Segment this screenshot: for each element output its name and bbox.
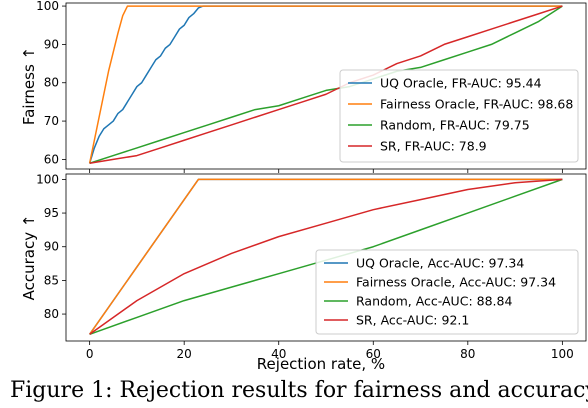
legend-entry: Fairness Oracle, FR-AUC: 98.68 xyxy=(380,97,573,112)
figure: 60 70 80 90 100 Fairness ↑ UQ Oracle, FR-AUC: … xyxy=(20,0,587,373)
x-tick-label: 0 xyxy=(86,347,94,361)
series-line-0 xyxy=(88,5,563,164)
y-tick-label: 90 xyxy=(44,240,59,254)
x-tick-label: 40 xyxy=(271,347,286,361)
y-axis-label: Accuracy ↑ xyxy=(20,215,38,301)
legend-entry: Random, Acc-AUC: 88.84 xyxy=(356,294,512,309)
y-tick-label: 100 xyxy=(36,172,59,186)
y-tick-label: 100 xyxy=(36,0,59,13)
x-tick-label: 60 xyxy=(366,347,381,361)
series-line-1 xyxy=(89,178,563,335)
x-tick-label: 80 xyxy=(460,347,475,361)
fairness-panel: 60 70 80 90 100 Fairness ↑ UQ Oracle, FR-AUC: … xyxy=(20,0,587,173)
legend-box xyxy=(339,69,579,163)
figure-caption: Figure 1: Rejection results for fairness… xyxy=(10,378,588,403)
legend-entry: Fairness Oracle, Acc-AUC: 97.34 xyxy=(356,275,556,290)
y-tick-label: 70 xyxy=(44,114,59,128)
y-tick-label: 80 xyxy=(44,76,59,90)
legend: UQ Oracle, Acc-AUC: 97.34 Fairness Oracle… xyxy=(315,249,579,335)
legend-entry: UQ Oracle, FR-AUC: 95.44 xyxy=(380,76,542,91)
y-tick-label: 60 xyxy=(44,152,59,166)
legend-entry: SR, FR-AUC: 78.9 xyxy=(380,139,487,154)
y-tick-label: 85 xyxy=(44,273,59,287)
x-tick-label: 100 xyxy=(551,347,574,361)
axes-frame xyxy=(65,2,587,170)
legend: UQ Oracle, FR-AUC: 95.44 Fairness Oracle,… xyxy=(339,69,579,163)
y-tick-label: 80 xyxy=(44,307,59,321)
accuracy-panel: 0 20 40 60 80 100 80 85 90 95 100 Accuracy ↑ Rejecti… xyxy=(20,172,587,373)
x-axis-label: Rejection rate, % xyxy=(257,355,385,373)
y-tick-label: 95 xyxy=(44,206,59,220)
series-line-3 xyxy=(89,5,563,164)
legend-box xyxy=(315,249,579,335)
series-line-1 xyxy=(88,5,563,164)
series-line-2 xyxy=(89,5,563,164)
series-line-3 xyxy=(89,178,563,335)
axes-frame xyxy=(65,173,587,342)
legend-entry: SR, Acc-AUC: 92.1 xyxy=(356,313,469,328)
x-tick-label: 20 xyxy=(177,347,192,361)
y-tick-label: 90 xyxy=(44,37,59,51)
legend-entry: Random, FR-AUC: 79.75 xyxy=(380,118,530,133)
legend-entry: UQ Oracle, Acc-AUC: 97.34 xyxy=(356,256,524,271)
y-axis-label: Fairness ↑ xyxy=(20,47,38,125)
